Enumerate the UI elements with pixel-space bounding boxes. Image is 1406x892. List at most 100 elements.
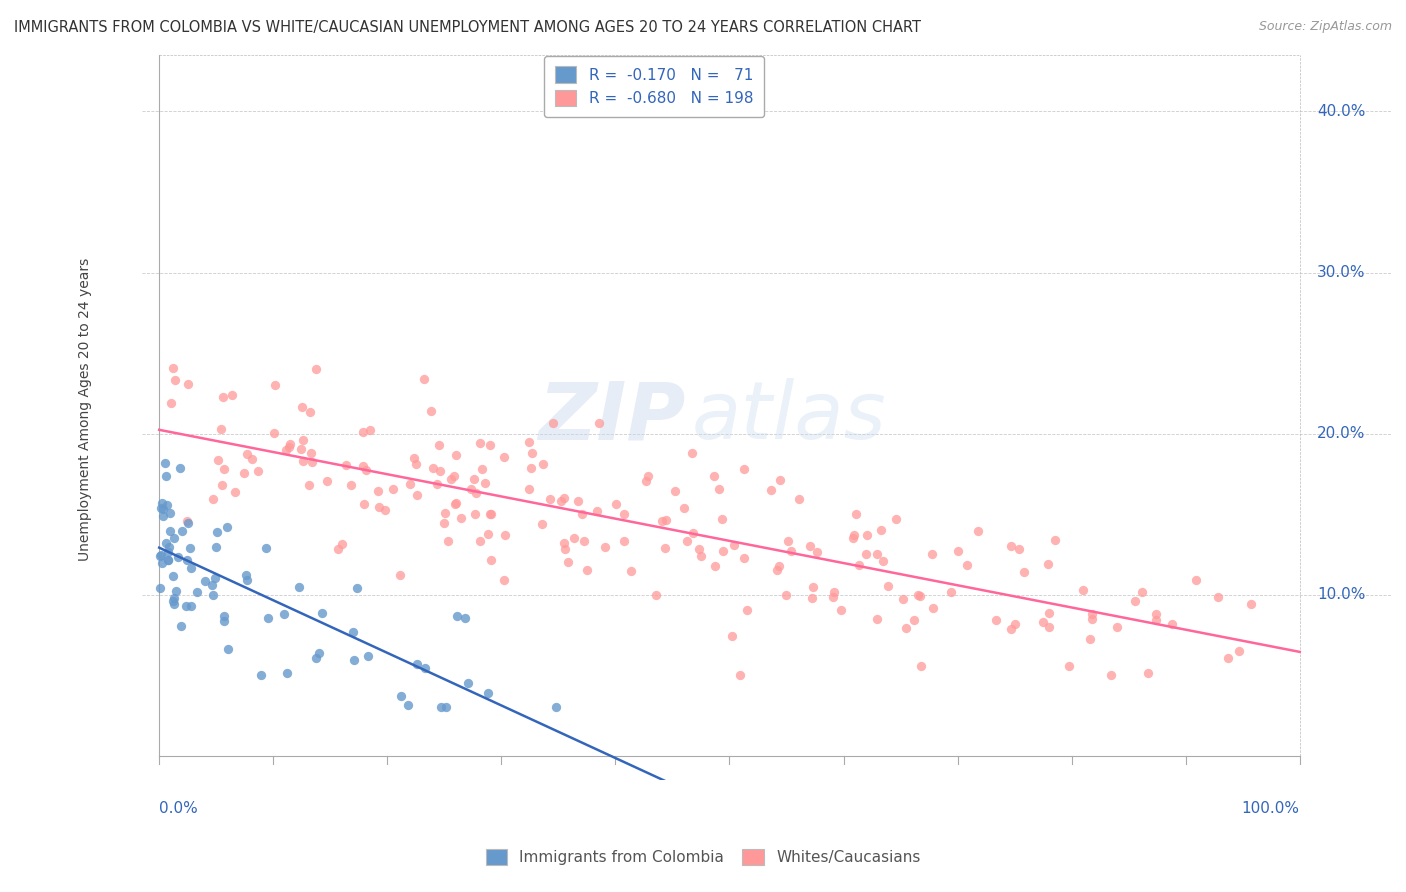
Point (823, 585, 845, 599)
Point (676, 533, 699, 548)
Text: 10.0%: 10.0% (1317, 587, 1365, 602)
Point (780, 544, 803, 558)
Point (444, 497, 467, 511)
Point (150, 496, 173, 510)
Point (316, 475, 339, 489)
Point (405, 488, 427, 502)
Point (413, 661, 436, 675)
Point (388, 567, 411, 582)
Point (152, 502, 174, 516)
Point (205, 540, 228, 554)
Point (170, 524, 193, 539)
Point (533, 457, 555, 471)
Point (546, 700, 568, 714)
Point (434, 700, 457, 714)
Point (308, 646, 330, 660)
Point (800, 591, 823, 606)
Point (406, 657, 429, 671)
Legend: Immigrants from Colombia, Whites/Caucasians: Immigrants from Colombia, Whites/Caucasi… (479, 843, 927, 871)
Point (1071, 583, 1094, 598)
Point (443, 469, 465, 483)
Point (233, 466, 256, 480)
Point (463, 472, 485, 486)
Point (159, 524, 181, 538)
Point (550, 494, 572, 508)
Point (434, 506, 457, 520)
Point (457, 676, 479, 690)
Point (966, 524, 988, 539)
Point (177, 377, 200, 392)
Point (346, 582, 368, 596)
Point (429, 464, 451, 478)
Point (194, 574, 217, 589)
Point (903, 613, 925, 627)
Point (304, 651, 326, 665)
Text: 20.0%: 20.0% (1317, 426, 1365, 441)
Point (553, 536, 575, 550)
Point (531, 517, 554, 532)
Point (150, 501, 173, 516)
Point (956, 558, 979, 573)
Point (775, 588, 797, 602)
Point (842, 527, 865, 541)
Point (1008, 542, 1031, 557)
Point (278, 436, 301, 450)
Point (217, 641, 239, 656)
Point (165, 583, 187, 598)
Point (276, 665, 298, 680)
Point (554, 541, 576, 556)
Point (730, 668, 752, 682)
Text: 100.0%: 100.0% (1241, 801, 1299, 815)
Point (263, 425, 285, 440)
Point (1099, 668, 1122, 682)
Point (422, 461, 444, 475)
Point (634, 475, 657, 489)
Point (217, 520, 239, 534)
Point (620, 564, 643, 578)
Point (517, 435, 540, 450)
Point (156, 545, 179, 559)
Point (799, 539, 821, 553)
Point (236, 573, 259, 587)
Point (156, 498, 179, 512)
Point (357, 648, 380, 663)
Point (541, 416, 564, 430)
Point (1161, 617, 1184, 632)
Point (986, 613, 1008, 627)
Point (163, 597, 186, 611)
Point (1059, 659, 1081, 673)
Point (468, 436, 491, 450)
Point (149, 548, 172, 562)
Point (907, 588, 929, 602)
Point (735, 603, 758, 617)
Point (1240, 597, 1263, 611)
Point (492, 450, 515, 465)
Point (454, 611, 477, 625)
Point (605, 497, 627, 511)
Point (562, 531, 585, 545)
Point (1130, 584, 1153, 599)
Point (856, 528, 879, 542)
Point (572, 533, 595, 548)
Point (1184, 573, 1206, 587)
Point (359, 423, 381, 437)
Point (179, 541, 201, 555)
Point (1045, 533, 1067, 547)
Text: Unemployment Among Ages 20 to 24 years: Unemployment Among Ages 20 to 24 years (77, 258, 91, 561)
Point (162, 593, 184, 607)
Point (866, 612, 889, 626)
Point (1123, 594, 1146, 608)
Text: 0.0%: 0.0% (159, 801, 198, 815)
Point (1206, 591, 1229, 605)
Point (707, 482, 730, 496)
Point (163, 531, 186, 545)
Point (155, 469, 177, 483)
Point (382, 483, 405, 497)
Point (163, 373, 186, 387)
Point (412, 372, 434, 386)
Point (474, 476, 496, 491)
Point (470, 534, 492, 549)
Point (150, 556, 173, 570)
Point (170, 619, 193, 633)
Point (247, 464, 270, 478)
